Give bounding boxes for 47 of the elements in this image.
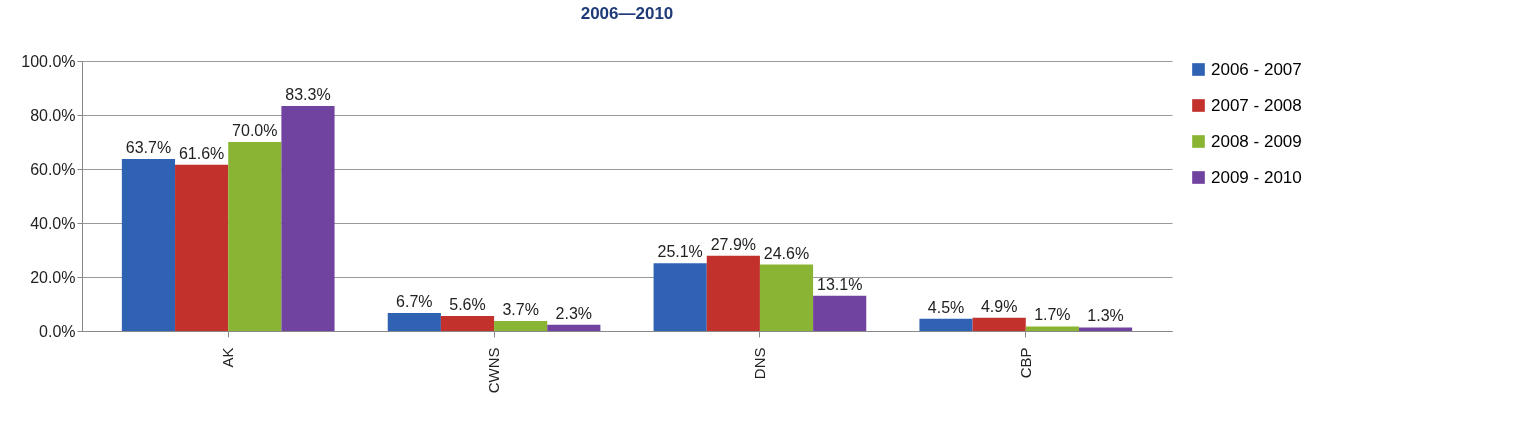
bar — [387, 312, 441, 331]
data-label: 3.7% — [502, 301, 539, 319]
data-label: 63.7% — [125, 139, 172, 157]
x-tick-label: DNS — [750, 347, 768, 380]
bar — [972, 317, 1026, 331]
data-label: 13.1% — [817, 275, 863, 293]
data-label: 2.3% — [555, 304, 593, 322]
bar — [919, 318, 973, 331]
x-tick-label: AK — [219, 347, 237, 368]
data-label: 27.9% — [710, 235, 757, 253]
bar — [121, 159, 176, 331]
chart-title: 2006—2010 — [580, 4, 674, 23]
data-label: 6.7% — [396, 292, 433, 310]
y-tick-label: 100.0% — [21, 52, 76, 70]
data-label: 4.9% — [980, 297, 1018, 315]
bar — [175, 164, 229, 331]
legend-label: 2008 - 2009 — [1211, 131, 1302, 151]
data-label: 83.3% — [285, 86, 331, 104]
bar — [1078, 327, 1133, 331]
bar — [281, 106, 335, 331]
y-tick-label: 40.0% — [30, 214, 76, 232]
legend-label: 2006 - 2007 — [1211, 59, 1302, 79]
data-label: 4.5% — [927, 298, 965, 316]
bar — [759, 264, 814, 331]
data-label: 24.6% — [763, 244, 810, 262]
bar — [494, 321, 548, 331]
data-label: 61.6% — [178, 144, 225, 162]
bar — [228, 142, 282, 331]
x-tick-label: CWNS — [485, 347, 503, 394]
legend-label: 2007 - 2008 — [1211, 95, 1302, 115]
x-tick-label: CBP — [1016, 347, 1034, 379]
data-label: 70.0% — [232, 122, 278, 139]
data-label: 1.7% — [1034, 306, 1071, 324]
bar — [547, 324, 601, 331]
bar — [813, 295, 867, 331]
bar — [440, 315, 495, 331]
y-tick-label: 80.0% — [30, 106, 76, 124]
data-label: 5.6% — [449, 295, 486, 313]
bar — [706, 255, 760, 331]
bar — [1025, 326, 1079, 331]
y-tick-label: 20.0% — [30, 268, 76, 286]
y-tick-label: 60.0% — [30, 160, 76, 178]
bar — [653, 263, 707, 331]
data-label: 25.1% — [657, 243, 703, 261]
y-tick-label: 0.0% — [39, 322, 76, 340]
data-label: 1.3% — [1087, 307, 1124, 325]
legend-label: 2009 - 2010 — [1211, 167, 1302, 187]
